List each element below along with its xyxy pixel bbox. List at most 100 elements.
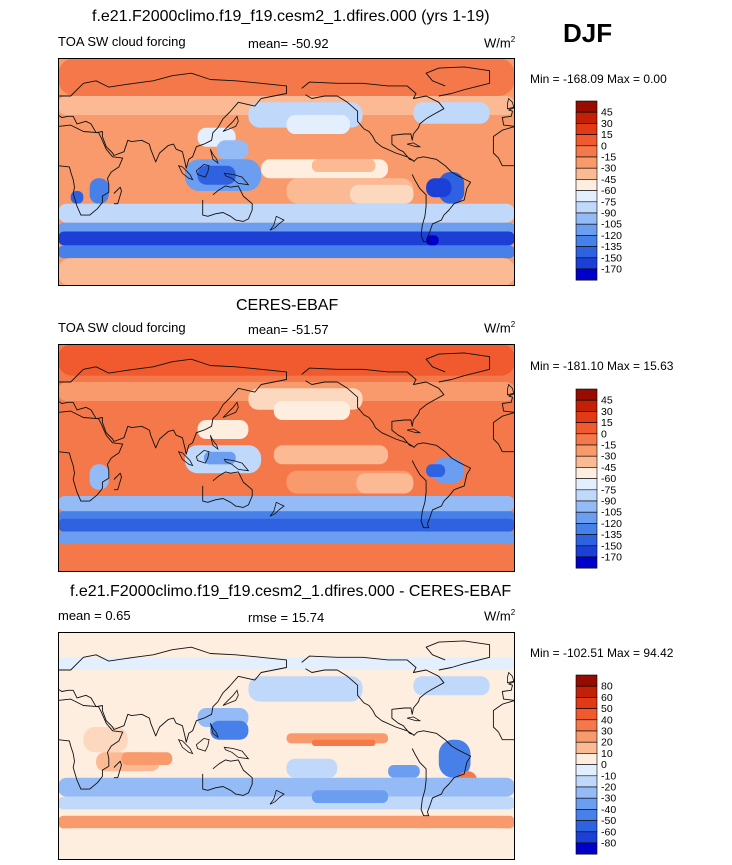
panel-1-minmax: Min = -168.09 Max = 0.00: [530, 72, 667, 86]
panel-2-colorbar-tick-12: -120: [601, 518, 622, 530]
panel-3-colorbar-box-10: [575, 775, 598, 788]
panel-1-map-coast-madagascar: [113, 186, 122, 205]
panel-1-map-field-patch-17: [70, 191, 84, 204]
panel-3-map-coast-australia: [202, 759, 253, 796]
panel-3-title: f.e21.F2000climo.f19_f19.cesm2_1.dfires.…: [70, 583, 512, 600]
panel-3-colorbar-box-15: [575, 831, 598, 844]
panel-2-colorbar-box-13: [575, 523, 598, 535]
panel-2-map-field-patch-13: [89, 464, 109, 490]
panel-2-map-coast-europe-atlantic: [501, 392, 515, 413]
panel-1-units: W/m2: [484, 35, 515, 50]
panel-3-colorbar-box-4: [575, 708, 598, 721]
panel-2-map-coast-greenland: [425, 352, 491, 383]
panel-3-map-field-patch-14: [58, 777, 515, 797]
panel-1-colorbar-box-11: [575, 212, 598, 225]
panel-1-map-field-patch-5: [413, 102, 490, 124]
panel-1-colorbar-tick-13: -135: [601, 241, 622, 253]
panel-2-map-island-uk: [506, 383, 515, 396]
panel-1-colorbar-tick-14: -150: [601, 252, 622, 264]
panel-2-variable-label: TOA SW cloud forcing: [58, 320, 186, 335]
panel-2-map-field-patch-16: [58, 518, 515, 532]
panel-2-colorbar-box-12: [575, 511, 598, 524]
panel-3-map-island-cuba: [406, 716, 422, 722]
panel-3-colorbar-tick-4: 40: [601, 714, 613, 726]
panel-1-colorbar-box-1: [575, 100, 598, 113]
panel-2-colorbar-box-14: [575, 534, 598, 547]
panel-3-map-coast-africa: [492, 699, 515, 741]
panel-1-colorbar-tick-15: -170: [601, 264, 622, 276]
panel-1-map-island-borneo: [195, 163, 210, 178]
panel-1-map-coast-greenland: [425, 66, 491, 97]
panel-2-map-island-sumatra: [177, 451, 194, 467]
panel-1-map-island-new-guinea: [223, 172, 250, 186]
panel-3-colorbar-box-2: [575, 685, 598, 698]
panel-1-colorbar-tick-5: -15: [601, 152, 616, 164]
panel-1-map-frame: [58, 58, 515, 286]
panel-3-colorbar-box-3: [575, 697, 598, 709]
panel-1-map-field-patch-15: [426, 178, 452, 198]
panel-1-title: f.e21.F2000climo.f19_f19.cesm2_1.dfires.…: [92, 8, 490, 25]
panel-3-map-field-patch-11: [388, 765, 420, 778]
panel-1-colorbar-tick-10: -90: [601, 208, 616, 220]
panel-1-units-text: W/m: [484, 35, 511, 51]
panel-1-colorbar-tick-8: -60: [601, 185, 616, 197]
panel-1-colorbar-box-9: [575, 190, 598, 203]
panel-1-colorbar-box-14: [575, 246, 598, 259]
panel-2-mean-label: mean= -51.57: [248, 322, 329, 337]
panel-3-colorbar-tick-3: 50: [601, 703, 613, 715]
panel-2-colorbar-box-10: [575, 489, 598, 502]
panel-2-colorbar-box-1: [575, 388, 598, 401]
panel-3-map-coast-madagascar: [113, 760, 122, 779]
panel-1-variable-label: TOA SW cloud forcing: [58, 34, 186, 49]
panel-3-map-field-patch-19: [58, 828, 515, 860]
panel-3-colorbar-box-13: [575, 809, 598, 821]
panel-1-map-field-patch-9: [197, 165, 236, 185]
panel-1-colorbar-tick-1: 45: [601, 107, 613, 119]
panel-3-colorbar-box-16: [575, 842, 598, 855]
panel-2-colorbar-box-8: [575, 467, 598, 479]
panel-1-map-coast-australia: [202, 185, 253, 222]
panel-3-map-field-patch-15: [58, 796, 515, 810]
panel-1-map-island-uk: [506, 97, 515, 110]
panel-3-colorbar-tick-14: -60: [601, 826, 616, 838]
panel-1-colorbar-box-2: [575, 111, 598, 124]
panel-2-colorbar-box-7: [575, 455, 598, 468]
panel-3-map-coast-eurasia-west: [58, 646, 287, 743]
panel-2-colorbar-box-9: [575, 478, 598, 491]
panel-3-colorbar-box-6: [575, 730, 598, 743]
panel-3-colorbar-tick-8: 0: [601, 759, 607, 771]
panel-2-map-field-patch-5: [197, 420, 249, 439]
panel-3-map-island-philippines: [209, 723, 219, 739]
panel-3-colorbar-tick-9: -10: [601, 770, 616, 782]
panel-3-colorbar-box-14: [575, 820, 598, 833]
panel-2-title: CERES-EBAF: [236, 297, 339, 314]
panel-3-map-frame: [58, 632, 515, 860]
panel-1-map-island-cuba: [406, 142, 422, 148]
panel-2-map-island-japan: [222, 401, 239, 418]
panel-1-map-coast-eurasia-west: [58, 72, 287, 169]
panel-3-colorbar-tick-5: 30: [601, 726, 613, 738]
panel-3-colorbar-box-11: [575, 786, 598, 799]
panel-2-map-coast-eurasia-west: [58, 358, 287, 455]
panel-1-map-coast-south-america: [411, 156, 472, 243]
panel-3-colorbar-tick-7: 10: [601, 748, 613, 760]
panel-2-colorbar-tick-15: -170: [601, 552, 622, 564]
panel-1-colorbar-tick-2: 30: [601, 118, 613, 130]
panel-3-map-coast-africa-east: [58, 698, 124, 790]
panel-1-colorbar-box-6: [575, 156, 598, 169]
panel-1-colorbar-box-12: [575, 223, 598, 236]
panel-2-colorbar-box-11: [575, 500, 598, 513]
panel-2-map-field-patch-14: [58, 496, 515, 512]
panel-1-map: [58, 58, 515, 286]
panel-2-colorbar-tick-1: 45: [601, 395, 613, 407]
panel-2-colorbar-tick-6: -30: [601, 451, 616, 463]
panel-1-colorbar-box-16: [575, 268, 598, 281]
panel-2-colorbar-box-6: [575, 444, 598, 457]
panel-1-map-island-japan: [222, 115, 239, 132]
panel-3-rmse-label: rmse = 15.74: [248, 610, 325, 625]
panel-1-colorbar-box-13: [575, 235, 598, 247]
panel-1-map-field-patch-13: [350, 184, 414, 204]
panel-2-map-coast-south-america: [411, 442, 472, 529]
panel-2-colorbar-box-5: [575, 433, 598, 446]
panel-2-units: W/m2: [484, 320, 515, 335]
